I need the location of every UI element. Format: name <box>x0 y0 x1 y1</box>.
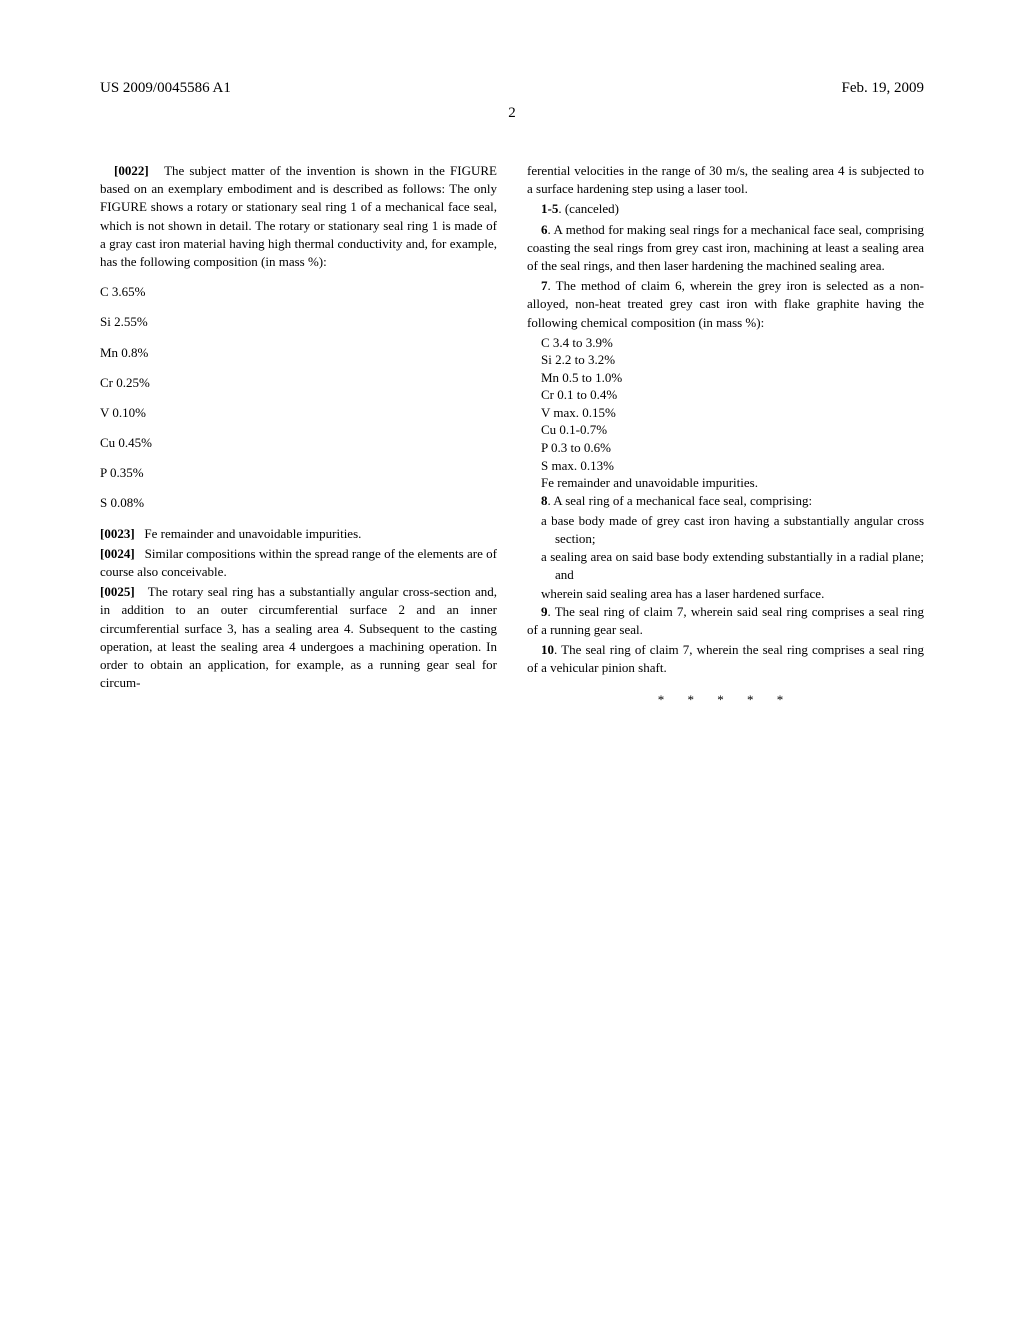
claim-10: 10. The seal ring of claim 7, wherein th… <box>527 641 924 677</box>
claim-7: 7. The method of claim 6, wherein the gr… <box>527 277 924 332</box>
end-stars: * * * * * <box>527 691 924 709</box>
page-number: 2 <box>100 105 924 122</box>
para-num-24: [0024] <box>100 546 135 561</box>
claim-7-text: . The method of claim 6, wherein the gre… <box>527 278 924 329</box>
comp2-cu: Cu 0.1-0.7% <box>541 421 924 439</box>
para-num-23: [0023] <box>100 526 135 541</box>
comp-cr: Cr 0.25% <box>100 374 497 392</box>
publication-number: US 2009/0045586 A1 <box>100 80 231 97</box>
para-23-text: Fe remainder and unavoidable impurities. <box>144 526 361 541</box>
claim-7-composition: C 3.4 to 3.9% Si 2.2 to 3.2% Mn 0.5 to 1… <box>527 334 924 492</box>
two-column-layout: [0022] The subject matter of the inventi… <box>100 162 924 710</box>
comp2-cr: Cr 0.1 to 0.4% <box>541 386 924 404</box>
claim-8-text: . A seal ring of a mechanical face seal,… <box>548 493 813 508</box>
claim-8b: a sealing area on said base body extendi… <box>541 548 924 584</box>
claim-8c: wherein said sealing area has a laser ha… <box>541 585 924 603</box>
comp-c: C 3.65% <box>100 283 497 301</box>
publication-date: Feb. 19, 2009 <box>842 80 925 97</box>
claim-1-5-text: . (canceled) <box>558 201 619 216</box>
claim-10-num: 10 <box>541 642 554 657</box>
paragraph-25: [0025] The rotary seal ring has a substa… <box>100 583 497 692</box>
para-25-text: The rotary seal ring has a substantially… <box>100 584 497 690</box>
right-column: ferential velocities in the range of 30 … <box>527 162 924 710</box>
para-22-text: The subject matter of the invention is s… <box>100 163 497 269</box>
comp2-p: P 0.3 to 0.6% <box>541 439 924 457</box>
claim-6: 6. A method for making seal rings for a … <box>527 221 924 276</box>
continuation-text: ferential velocities in the range of 30 … <box>527 162 924 198</box>
paragraph-23: [0023] Fe remainder and unavoidable impu… <box>100 525 497 543</box>
comp2-fe: Fe remainder and unavoidable impurities. <box>541 474 924 492</box>
claim-8a: a base body made of grey cast iron havin… <box>541 512 924 548</box>
claim-9-text: . The seal ring of claim 7, wherein said… <box>527 604 924 637</box>
comp2-c: C 3.4 to 3.9% <box>541 334 924 352</box>
comp-cu: Cu 0.45% <box>100 434 497 452</box>
comp2-s: S max. 0.13% <box>541 457 924 475</box>
claim-10-text: . The seal ring of claim 7, wherein the … <box>527 642 924 675</box>
comp2-si: Si 2.2 to 3.2% <box>541 351 924 369</box>
paragraph-24: [0024] Similar compositions within the s… <box>100 545 497 581</box>
patent-page: US 2009/0045586 A1 Feb. 19, 2009 2 [0022… <box>0 0 1024 770</box>
para-num-25: [0025] <box>100 584 135 599</box>
comp-si: Si 2.55% <box>100 313 497 331</box>
claim-9: 9. The seal ring of claim 7, wherein sai… <box>527 603 924 639</box>
claim-1-5: 1-5. (canceled) <box>527 200 924 218</box>
left-column: [0022] The subject matter of the inventi… <box>100 162 497 710</box>
claim-6-text: . A method for making seal rings for a m… <box>527 222 924 273</box>
claim-1-5-num: 1-5 <box>541 201 558 216</box>
comp2-v: V max. 0.15% <box>541 404 924 422</box>
para-24-text: Similar compositions within the spread r… <box>100 546 497 579</box>
comp2-mn: Mn 0.5 to 1.0% <box>541 369 924 387</box>
composition-list: C 3.65% Si 2.55% Mn 0.8% Cr 0.25% V 0.10… <box>100 283 497 513</box>
comp-mn: Mn 0.8% <box>100 344 497 362</box>
comp-v: V 0.10% <box>100 404 497 422</box>
paragraph-22: [0022] The subject matter of the inventi… <box>100 162 497 271</box>
comp-s: S 0.08% <box>100 494 497 512</box>
claim-8: 8. A seal ring of a mechanical face seal… <box>527 492 924 510</box>
comp-p: P 0.35% <box>100 464 497 482</box>
page-header: US 2009/0045586 A1 Feb. 19, 2009 <box>100 80 924 97</box>
para-num-22: [0022] <box>114 163 149 178</box>
